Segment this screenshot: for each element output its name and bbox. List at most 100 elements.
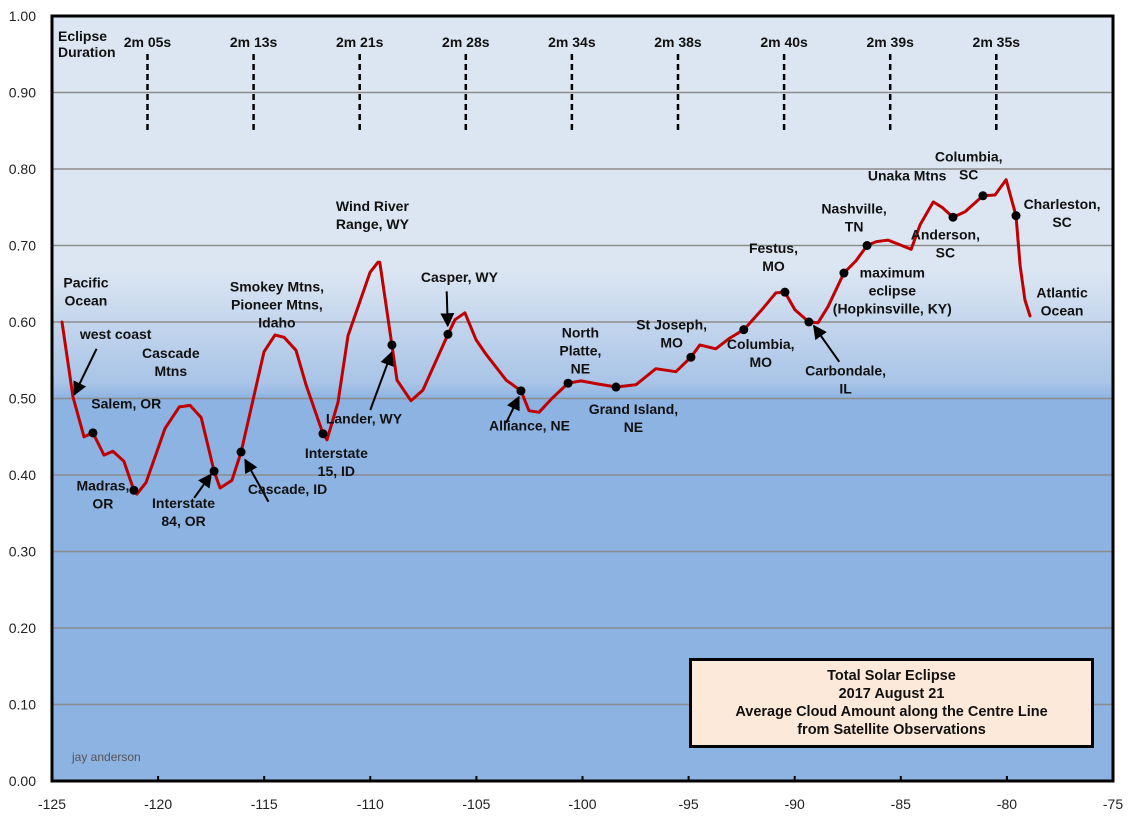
marked-points [88,191,1021,495]
eclipse-duration-markers: 2m 05s 2m 13s 2m 21s 2m 28s 2m 34s 2m 38s 2m 4… [124,34,1020,131]
data-point [318,429,328,439]
annotation-label: Lander, WY [326,411,403,427]
data-point [739,325,749,335]
annotation-label: eclipse [869,283,917,299]
annotation-label: Pacific [63,275,108,291]
annotation-label: Interstate [152,495,215,511]
eclipse-duration-value: 2m 39s [866,34,914,50]
x-tick-label: -105 [462,796,490,812]
annotation-label: NE [571,360,590,376]
chart-title-line: Average Cloud Amount along the Centre Li… [735,704,1048,720]
y-tick-label: 0.20 [9,620,36,636]
annotation-label: MO [660,335,683,351]
annotation-label: Ocean [65,293,108,309]
annotation-label: Columbia, [727,336,795,352]
x-tick-label: -100 [568,796,596,812]
annotation-label: MO [749,354,772,370]
annotation-label: Interstate [305,445,368,461]
eclipse-duration-value: 2m 38s [654,34,702,50]
data-point [516,386,526,396]
annotation-label: Alliance, NE [489,418,570,434]
annotation-arrow [244,458,270,503]
annotation-label: Ocean [1041,303,1084,319]
annotation-label: Cascade, ID [248,481,327,497]
y-axis: 0.00 0.10 0.20 0.30 0.40 0.50 0.60 0.70 0.80 0.90… [9,8,36,789]
annotation-arrows [73,291,841,503]
eclipse-duration-value: 2m 05s [124,34,172,50]
chart-title-box: Total Solar Eclipse 2017 August 21 Avera… [689,658,1094,748]
annotation-label: (Hopkinsville, KY) [833,301,952,317]
x-axis: -125 -120 -115 -110 -105 -100 -95 -90 -85 -80 -75 [38,776,1123,812]
x-tick-label: -120 [144,796,172,812]
annotation-label: Pioneer Mtns, [231,296,323,312]
annotation-label: OR [92,495,113,511]
annotation-arrow [73,348,98,396]
annotation-label: TN [845,218,864,234]
eclipse-duration-value: 2m 34s [548,34,596,50]
annotation-label: St Joseph, [636,317,707,333]
annotation-label: 84, OR [161,513,205,529]
eclipse-duration-value: 2m 21s [336,34,384,50]
data-point [563,378,573,388]
data-point [443,329,453,339]
data-point [387,340,397,350]
annotation-label: Platte, [559,342,601,358]
annotation-label: MO [762,258,785,274]
annotation-label: SC [936,244,955,260]
annotation-label: Mtns [154,363,187,379]
y-tick-label: 0.90 [9,85,36,101]
annotation-label: west coast [79,326,152,342]
annotations: Pacific Ocean west coast Salem, OR Cascade Mt… [63,148,1100,529]
annotation-label: Casper, WY [421,269,499,285]
y-tick-label: 0.40 [9,467,36,483]
x-tick-label: -75 [1103,796,1123,812]
credit-text: jay anderson [71,750,141,764]
y-tick-label: 0.30 [9,544,36,560]
data-point [686,352,696,362]
eclipse-duration-value: 2m 28s [442,34,490,50]
data-point [804,317,814,327]
data-point [236,447,246,457]
annotation-label: Madras, [76,477,129,493]
x-tick-label: -80 [997,796,1017,812]
x-tick-label: -110 [357,796,384,812]
x-tick-label: -90 [785,796,805,812]
annotation-label: Salem, OR [91,395,161,411]
annotation-label: Grand Island, [589,401,678,417]
annotation-label: Idaho [258,314,295,330]
y-tick-label: 0.70 [9,238,36,254]
annotation-label: Columbia, [935,148,1003,164]
data-point [209,466,219,476]
eclipse-duration-value: 2m 40s [760,34,808,50]
eclipse-duration-label: Eclipse [58,28,107,44]
annotation-label: maximum [860,265,925,281]
x-tick-label: -85 [891,796,911,812]
y-tick-label: 0.80 [9,161,36,177]
chart-title-line: from Satellite Observations [797,722,986,738]
annotation-label: Wind River [336,198,410,214]
eclipse-duration-value: 2m 13s [230,34,278,50]
x-tick-label: -125 [38,796,66,812]
data-point [88,428,98,438]
x-tick-label: -95 [678,796,698,812]
annotation-label: Nashville, [821,200,886,216]
data-point [862,241,872,250]
annotation-label: SC [1052,214,1071,230]
annotation-label: Atlantic [1036,285,1088,301]
annotation-label: North [562,324,599,340]
y-tick-label: 0.00 [9,773,36,789]
annotation-label: Festus, [749,240,798,256]
annotation-label: Anderson, [911,226,980,242]
annotation-label: 15, ID [318,463,355,479]
data-point [948,212,958,222]
data-point [839,268,849,278]
eclipse-duration-value: 2m 35s [973,34,1021,50]
y-tick-label: 1.00 [9,8,36,24]
annotation-label: Charleston, [1024,196,1101,212]
annotation-label: Unaka Mtns [868,167,947,183]
annotation-label: Smokey Mtns, [230,278,324,294]
annotation-label: IL [839,381,852,397]
data-point [1011,211,1021,221]
annotation-label: NE [624,419,643,435]
annotation-arrow [369,351,394,411]
